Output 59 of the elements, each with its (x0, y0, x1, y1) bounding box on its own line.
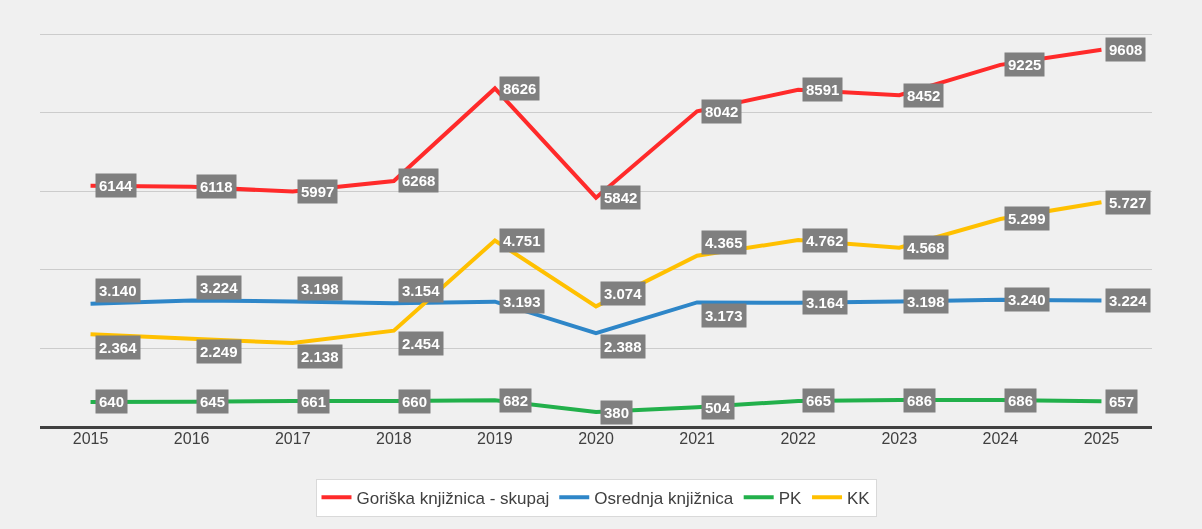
data-label: 2.388 (604, 338, 642, 355)
x-tick-label: 2021 (679, 430, 715, 447)
legend-label: Goriška knjižnica - skupaj (356, 488, 550, 508)
data-label: 8626 (503, 80, 537, 97)
legend-label: PK (778, 488, 803, 508)
data-label: 686 (1008, 392, 1034, 409)
x-tick-label: 2016 (173, 430, 210, 447)
legend-label: Osrednja knjižnica (594, 488, 734, 508)
data-label: 2.364 (99, 339, 138, 356)
data-label: 3.173 (705, 307, 743, 324)
data-label: 682 (503, 392, 529, 409)
data-label: 5842 (604, 189, 638, 206)
data-label: 4.568 (907, 239, 945, 256)
x-tick-label: 2017 (274, 430, 311, 447)
x-tick-label: 2022 (780, 430, 817, 447)
data-label: 2.249 (200, 343, 238, 360)
data-label: 3.154 (402, 282, 441, 299)
data-label: 5997 (301, 183, 335, 200)
x-tick-label: 2025 (1083, 430, 1120, 447)
data-label: 4.365 (705, 234, 743, 251)
x-tick-label: 2018 (376, 430, 412, 447)
data-label: 5.299 (1008, 210, 1046, 227)
legend-label: KK (847, 488, 871, 508)
data-label: 3.198 (907, 293, 945, 310)
data-label: 2.138 (301, 348, 339, 365)
data-label: 380 (604, 404, 630, 421)
x-tick-label: 2020 (578, 430, 614, 447)
data-label: 657 (1109, 393, 1135, 410)
data-label: 640 (99, 393, 125, 410)
data-label: 3.240 (1008, 291, 1046, 308)
data-label: 4.751 (503, 232, 541, 249)
data-label: 9608 (1109, 41, 1143, 58)
data-label: 8591 (806, 81, 840, 98)
data-label: 5.727 (1109, 194, 1147, 211)
data-label: 645 (200, 393, 226, 410)
data-label: 4.762 (806, 232, 844, 249)
data-label: 3.164 (806, 294, 845, 311)
x-tick-label: 2015 (72, 430, 109, 447)
x-tick-label: 2024 (982, 430, 1019, 447)
data-label: 3.193 (503, 293, 541, 310)
data-label: 8452 (907, 87, 941, 104)
data-label: 6144 (99, 177, 134, 194)
x-tick-label: 2023 (881, 430, 918, 447)
data-label: 2.454 (402, 335, 441, 352)
data-label: 3.224 (200, 279, 239, 296)
data-label: 6118 (200, 178, 233, 195)
data-label: 660 (402, 393, 428, 410)
data-label: 8042 (705, 103, 739, 120)
data-label: 504 (705, 399, 731, 416)
data-label: 661 (301, 393, 327, 410)
data-label: 665 (806, 392, 832, 409)
data-label: 3.140 (99, 282, 137, 299)
data-label: 3.074 (604, 285, 643, 302)
data-label: 3.224 (1109, 292, 1148, 309)
x-tick-label: 2019 (477, 430, 513, 447)
data-label: 6268 (402, 172, 436, 189)
data-label: 9225 (1008, 56, 1042, 73)
data-label: 686 (907, 392, 933, 409)
data-label: 3.198 (301, 280, 339, 297)
